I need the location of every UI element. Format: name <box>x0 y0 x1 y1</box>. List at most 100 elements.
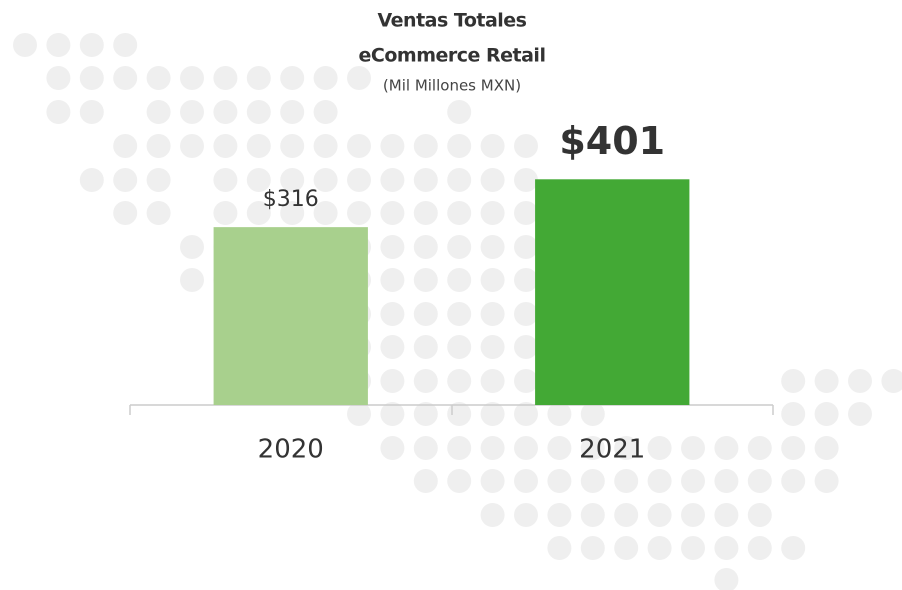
background-dot <box>848 369 872 393</box>
background-dot <box>413 201 438 225</box>
background-dot <box>146 134 171 158</box>
background-dot <box>213 134 238 158</box>
background-dot <box>514 235 538 259</box>
background-dot <box>313 201 338 225</box>
background-dot <box>480 369 505 393</box>
background-dot <box>681 503 705 527</box>
background-dot <box>480 402 505 426</box>
background-dot <box>380 168 405 192</box>
background-dot <box>447 469 472 493</box>
background-dot <box>280 201 305 225</box>
background-dot <box>747 536 772 560</box>
background-dot <box>447 100 472 124</box>
background-dot <box>714 436 739 460</box>
background-dot <box>447 402 472 426</box>
background-dot <box>747 436 772 460</box>
background-dot <box>413 436 438 460</box>
background-dot <box>13 33 37 57</box>
background-dot <box>848 402 872 426</box>
background-dot <box>180 268 204 292</box>
background-dot <box>447 369 472 393</box>
background-dot <box>380 369 405 393</box>
background-dot <box>580 503 605 527</box>
background-dot <box>413 402 438 426</box>
background-dot <box>246 134 271 158</box>
background-dot <box>280 168 305 192</box>
background-dot <box>313 168 338 192</box>
background-dot <box>480 436 505 460</box>
background-dot <box>480 268 505 292</box>
background-dot <box>514 436 538 460</box>
background-dot <box>547 503 572 527</box>
background-dot <box>447 335 472 359</box>
background-dot <box>79 100 104 124</box>
background-dot <box>413 235 438 259</box>
background-dot <box>46 100 71 124</box>
background-dot <box>614 469 639 493</box>
background-dot <box>514 134 538 158</box>
background-dot <box>113 168 138 192</box>
background-dot <box>447 235 472 259</box>
background-dot <box>614 503 639 527</box>
background-dot <box>614 436 639 460</box>
background-dot <box>814 469 839 493</box>
background-dot <box>580 402 605 426</box>
chart-title: Ventas Totales <box>377 10 526 32</box>
background-dot <box>514 268 538 292</box>
background-dot <box>814 402 839 426</box>
background-dot <box>347 402 371 426</box>
background-dot <box>246 201 271 225</box>
background-dot <box>447 168 472 192</box>
background-dot <box>347 66 371 90</box>
background-dot <box>146 201 171 225</box>
background-dot <box>413 335 438 359</box>
background-dot <box>747 503 772 527</box>
background-dot <box>514 302 538 326</box>
background-dot <box>447 436 472 460</box>
background-dot <box>580 536 605 560</box>
background-dot <box>480 469 505 493</box>
background-dot <box>714 568 739 590</box>
background-dot <box>280 134 305 158</box>
background-dot <box>647 469 672 493</box>
background-dot <box>480 201 505 225</box>
background-dot <box>313 66 338 90</box>
background-dot <box>547 469 572 493</box>
background-dot <box>380 134 405 158</box>
background-dot <box>347 201 371 225</box>
background-dot <box>647 436 672 460</box>
background-dot <box>213 201 238 225</box>
background-dot <box>714 536 739 560</box>
background-dot <box>547 402 572 426</box>
background-dot <box>781 402 806 426</box>
background-dot <box>514 402 538 426</box>
background-dot <box>146 168 171 192</box>
background-dot <box>180 66 204 90</box>
background-dot <box>747 469 772 493</box>
background-dot <box>380 335 405 359</box>
background-dot <box>447 201 472 225</box>
bar <box>213 227 368 405</box>
background-dot <box>413 134 438 158</box>
background-dot <box>514 503 538 527</box>
background-dot <box>146 66 171 90</box>
background-dot <box>447 302 472 326</box>
background-dot <box>514 201 538 225</box>
value-label: $401 <box>559 119 665 163</box>
background-dot <box>681 469 705 493</box>
background-dot <box>514 469 538 493</box>
chart-title: eCommerce Retail <box>359 45 546 67</box>
chart-subtitle: (Mil Millones MXN) <box>383 77 521 95</box>
background-dot <box>246 100 271 124</box>
background-dot <box>413 302 438 326</box>
background-dot <box>547 536 572 560</box>
background-dot <box>447 268 472 292</box>
background-dot <box>180 100 204 124</box>
background-dot <box>413 168 438 192</box>
background-dot <box>681 436 705 460</box>
background-dot <box>514 168 538 192</box>
background-dot <box>246 66 271 90</box>
background-dot <box>647 536 672 560</box>
x-tick-label: 2021 <box>579 435 645 465</box>
